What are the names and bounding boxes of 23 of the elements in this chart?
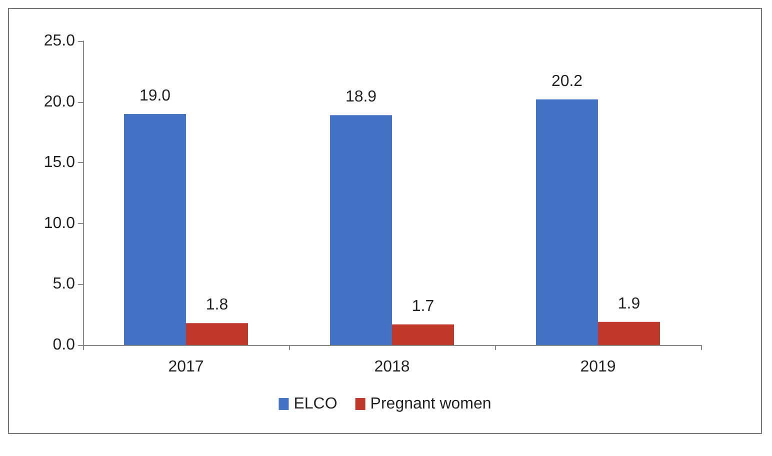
bar <box>330 115 392 345</box>
y-tick-label: 25.0 <box>44 32 76 50</box>
data-label: 1.8 <box>206 296 228 314</box>
bar <box>392 324 454 345</box>
data-label: 1.9 <box>618 295 640 312</box>
x-tick-label: 2017 <box>168 358 204 376</box>
bar <box>124 114 186 345</box>
y-tick-label: 10.0 <box>44 214 76 232</box>
x-tick-label: 2018 <box>374 358 410 376</box>
y-tick-label: 0.0 <box>52 336 76 354</box>
x-tick-label: 2019 <box>580 358 616 376</box>
y-tick-label: 15.0 <box>44 154 76 172</box>
y-tick-label: 5.0 <box>52 276 76 293</box>
data-label: 18.9 <box>345 88 377 106</box>
bar <box>536 99 598 345</box>
bar <box>598 322 660 345</box>
legend-label: ELCO <box>294 396 338 412</box>
data-label: 20.2 <box>551 72 583 90</box>
data-label: 19.0 <box>139 87 171 104</box>
y-tick-label: 20.0 <box>44 93 76 110</box>
data-label: 1.7 <box>412 298 434 315</box>
bar <box>186 323 248 345</box>
legend-label: Pregnant women <box>370 396 492 412</box>
